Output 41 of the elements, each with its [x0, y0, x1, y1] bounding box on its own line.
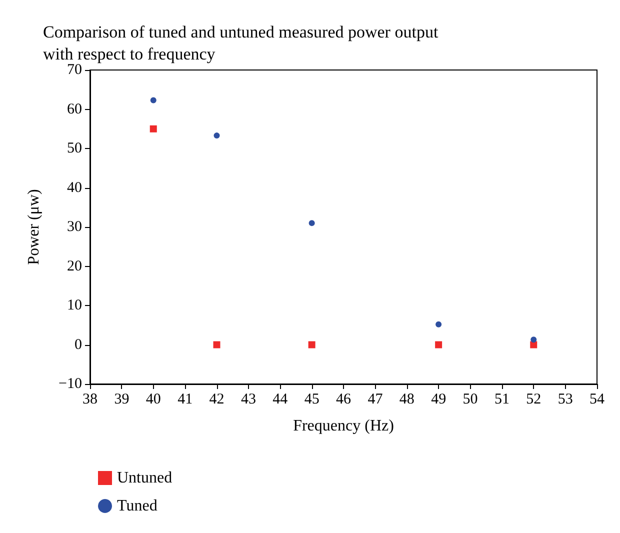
point: [308, 341, 316, 348]
x-tick-label: 44: [272, 392, 288, 408]
x-tick-label: 53: [558, 392, 573, 408]
x-tick-label: 42: [209, 392, 224, 408]
x-tick-label: 39: [114, 392, 130, 408]
x-tick-label: 48: [399, 392, 414, 408]
point: [435, 341, 442, 348]
x-tick-label: 41: [178, 392, 193, 408]
y-tick-label: 10: [67, 298, 82, 314]
point: [530, 341, 538, 348]
legend-label: Untuned: [117, 470, 172, 486]
point: [213, 341, 220, 348]
x-tick-label: 52: [526, 392, 542, 408]
y-tick-label: 40: [67, 180, 82, 196]
y-tick-label: 60: [67, 101, 82, 118]
x-tick-label: 45: [304, 392, 320, 408]
x-axis-title: Frequency (Hz): [293, 418, 394, 434]
x-tick-label: 40: [146, 392, 161, 408]
y-tick-label: 0: [74, 336, 82, 353]
x-tick-label: 38: [82, 392, 98, 408]
y-tick-label: 70: [67, 62, 82, 78]
y-tick-label: −10: [58, 376, 82, 392]
y-tick-label: 30: [67, 219, 82, 235]
x-tick-label: 47: [368, 392, 384, 408]
x-tick-label: 43: [240, 392, 256, 408]
point: [308, 220, 315, 226]
point: [436, 321, 442, 328]
point: [530, 336, 537, 343]
y-axis-title: Power (μw): [26, 189, 42, 265]
legend-label: Tuned: [117, 498, 158, 514]
y-tick-label: 50: [67, 140, 82, 156]
point: [214, 132, 220, 139]
x-tick-label: 51: [494, 392, 510, 408]
x-tick-label: 49: [431, 392, 446, 408]
chart-title: Comparison of tuned and untuned measured power output with respect to frequency: [43, 22, 438, 64]
point: [150, 125, 157, 132]
x-tick-label: 54: [590, 392, 605, 408]
point: [150, 97, 156, 104]
y-tick-label: 20: [67, 258, 82, 274]
x-tick-label: 50: [462, 392, 478, 408]
x-tick-label: 46: [336, 392, 352, 408]
